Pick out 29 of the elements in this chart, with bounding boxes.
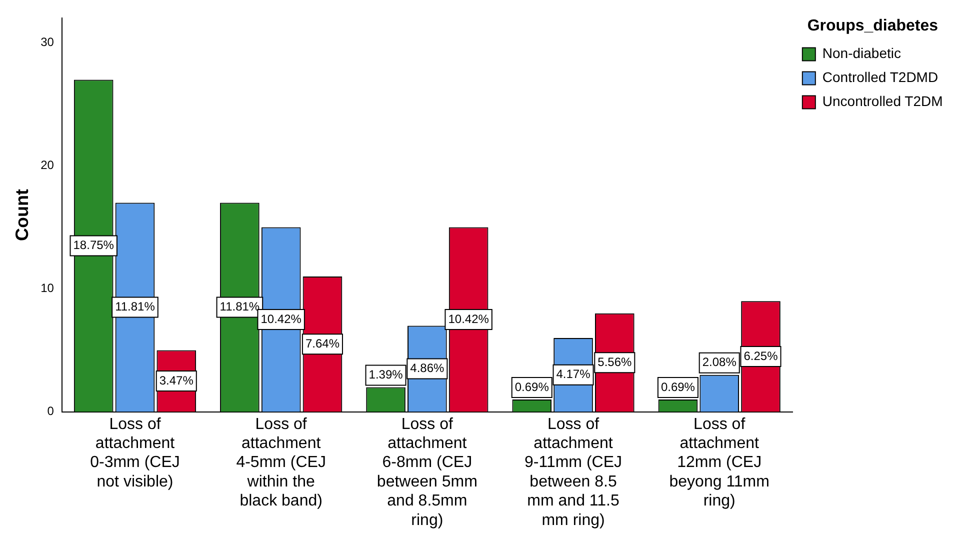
annotation: 11.81% <box>220 300 260 314</box>
x-tick-label: Loss of attachment 12mm (CEJ beyong 11mm ring) <box>669 416 770 510</box>
annotation: 10.42% <box>448 312 490 326</box>
annotation: 7.64% <box>305 336 340 350</box>
x-tick-label: Loss of attachment 4-5mm (CEJ within the black band) <box>236 416 326 510</box>
annotation: 18.75% <box>73 238 114 252</box>
y-tick-label: 0 <box>47 404 54 418</box>
annotation: 6.25% <box>744 348 778 363</box>
legend-label: Uncontrolled T2DM <box>822 93 943 110</box>
annotation: 4.86% <box>410 361 445 376</box>
y-tick-label: 10 <box>40 281 54 296</box>
legend-label: Controlled T2DMD <box>822 69 938 86</box>
legend-title: Groups_diabetes <box>807 17 938 34</box>
x-tick-label: Loss of attachment 6-8mm (CEJ between 5mm and 8.5mm ring) <box>376 416 478 529</box>
annotation: 1.39% <box>368 368 404 382</box>
annotation: 4.17% <box>556 367 591 382</box>
annotation: 0.69% <box>514 380 550 394</box>
y-axis-title: Count <box>12 189 32 241</box>
annotation: 2.08% <box>702 355 737 370</box>
annotation: 0.69% <box>660 380 696 394</box>
annotation: 5.56% <box>598 354 632 369</box>
x-tick-label: Loss of attachment 0-3mm (CEJ not visible) <box>90 416 180 490</box>
annotation: 3.47% <box>159 373 194 388</box>
y-tick-label: 20 <box>40 158 54 172</box>
legend-label: Non-diabetic <box>822 45 902 62</box>
annotation: 10.42% <box>260 312 302 326</box>
annotation: 11.81% <box>115 300 156 314</box>
y-tick-label: 30 <box>40 35 54 50</box>
x-tick-label: Loss of attachment 9-11mm (CEJ between 8.5 mm and 11.5 mm ring) <box>524 416 622 529</box>
